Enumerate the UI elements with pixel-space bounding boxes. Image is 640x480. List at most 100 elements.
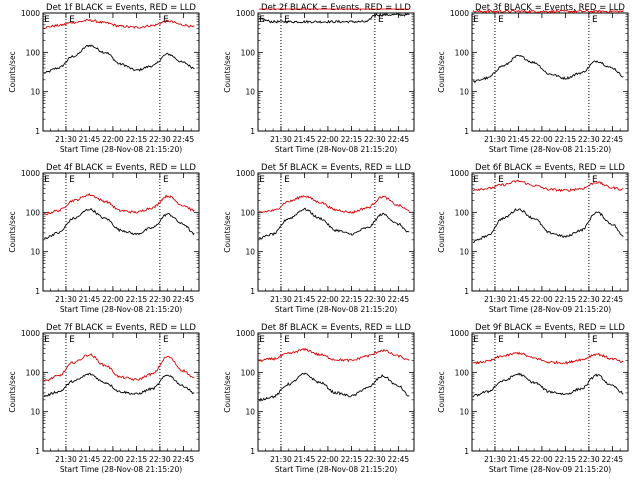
- x-tick-label: 21:30: [270, 135, 292, 144]
- series-line-events: [472, 54, 624, 84]
- chart-title: Det 6f BLACK = Events, RED = LLD: [475, 163, 625, 173]
- event-marker-label: E: [163, 175, 169, 185]
- x-tick-label: 22:00: [102, 135, 124, 144]
- x-axis-label: Start Time (28-Nov-08 21:15:20): [275, 305, 397, 314]
- event-marker-label: E: [592, 15, 598, 25]
- series-line-events: [472, 208, 624, 244]
- x-tick-label: 21:30: [55, 135, 77, 144]
- series-line-events: [258, 207, 410, 240]
- x-tick-label: 21:45: [294, 295, 316, 304]
- y-tick-label: 100: [26, 48, 41, 57]
- x-tick-label: 21:45: [79, 455, 101, 464]
- series-line-lld: [43, 192, 195, 216]
- x-axis-label: Start Time (28-Nov-08 21:15:20): [275, 465, 397, 474]
- x-tick-label: 21:30: [270, 455, 292, 464]
- event-marker-label-start: E: [473, 335, 479, 345]
- y-tick-label: 10: [245, 88, 255, 97]
- x-tick-label: 22:15: [126, 295, 148, 304]
- x-tick-label: 22:15: [341, 455, 363, 464]
- event-marker-label: E: [69, 15, 75, 25]
- x-tick-label: 22:45: [602, 295, 624, 304]
- x-tick-label: 22:30: [149, 135, 171, 144]
- x-tick-label: 22:15: [341, 135, 363, 144]
- event-marker-label: E: [378, 175, 384, 185]
- y-tick-label: 10: [459, 408, 469, 417]
- x-tick-label: 22:15: [341, 295, 363, 304]
- x-tick-label: 21:45: [79, 135, 101, 144]
- y-tick-label: 1000: [21, 329, 40, 338]
- x-tick-label: 21:30: [55, 295, 77, 304]
- plot-frame: [257, 332, 415, 452]
- x-tick-label: 22:00: [531, 135, 553, 144]
- series-line-lld: [43, 353, 195, 382]
- x-tick-label: 22:15: [126, 455, 148, 464]
- x-tick-label: 22:00: [531, 295, 553, 304]
- event-marker-label: E: [284, 335, 290, 345]
- chart-panel-2: Det 2f BLACK = Events, RED = LLD 1 10 100 10…: [223, 3, 415, 154]
- event-marker-label: E: [69, 335, 75, 345]
- series-line-lld: [472, 351, 624, 365]
- y-tick-label: 1000: [236, 329, 255, 338]
- y-tick-label: 1000: [450, 169, 469, 178]
- series-line-events: [43, 207, 195, 240]
- chart-title: Det 7f BLACK = Events, RED = LLD: [46, 323, 196, 333]
- y-tick-label: 100: [241, 208, 256, 217]
- chart-panel-6: Det 6f BLACK = Events, RED = LLD 1 10 100 10…: [437, 163, 629, 314]
- x-tick-label: 21:30: [484, 295, 506, 304]
- series-line-lld: [472, 9, 624, 14]
- x-tick-label: 22:45: [602, 135, 624, 144]
- series-line-events: [258, 372, 410, 402]
- event-marker-label-start: E: [259, 15, 265, 25]
- y-tick-label: 1: [464, 127, 469, 136]
- event-marker-label: E: [69, 175, 75, 185]
- x-axis-label: Start Time (28-Nov-08 21:15:20): [489, 145, 611, 154]
- x-axis-label: Start Time (28-Nov-08 21:15:20): [60, 305, 182, 314]
- y-tick-label: 1: [35, 447, 40, 456]
- chart-title: Det 4f BLACK = Events, RED = LLD: [46, 163, 196, 173]
- event-marker-label-start: E: [473, 15, 479, 25]
- y-tick-label: 100: [455, 48, 470, 57]
- event-marker-label-start: E: [44, 335, 50, 345]
- series-line-lld: [472, 179, 624, 193]
- y-tick-label: 10: [30, 88, 40, 97]
- y-tick-label: 1: [35, 127, 40, 136]
- y-axis-label: Counts/sec: [223, 211, 232, 252]
- series-line-events: [258, 12, 410, 24]
- x-tick-label: 21:45: [79, 295, 101, 304]
- y-axis-label: Counts/sec: [8, 51, 17, 92]
- x-tick-label: 22:45: [602, 455, 624, 464]
- plot-frame: [257, 12, 415, 132]
- x-tick-label: 22:30: [364, 135, 386, 144]
- chart-panel-5: Det 5f BLACK = Events, RED = LLD 1 10 100 10…: [223, 163, 415, 314]
- x-tick-label: 21:30: [270, 295, 292, 304]
- event-marker-label: E: [498, 15, 504, 25]
- x-tick-label: 21:30: [484, 455, 506, 464]
- chart-title: Det 1f BLACK = Events, RED = LLD: [46, 3, 196, 13]
- x-tick-label: 22:30: [149, 295, 171, 304]
- event-marker-label: E: [284, 175, 290, 185]
- event-marker-label-start: E: [473, 175, 479, 185]
- y-tick-label: 1000: [236, 169, 255, 178]
- x-tick-label: 21:45: [508, 455, 530, 464]
- y-tick-label: 10: [245, 408, 255, 417]
- x-tick-label: 21:45: [508, 295, 530, 304]
- chart-panel-8: Det 8f BLACK = Events, RED = LLD 1 10 100 10…: [223, 323, 415, 474]
- x-tick-label: 22:30: [149, 455, 171, 464]
- event-marker-label-start: E: [259, 335, 265, 345]
- series-line-lld: [258, 195, 410, 214]
- x-tick-label: 22:00: [317, 295, 339, 304]
- y-tick-label: 1: [250, 447, 255, 456]
- event-marker-label: E: [592, 335, 598, 345]
- x-tick-label: 22:00: [531, 455, 553, 464]
- chart-panel-7: Det 7f BLACK = Events, RED = LLD 1 10 100 10…: [8, 323, 200, 474]
- y-axis-label: Counts/sec: [8, 371, 17, 412]
- x-tick-label: 22:00: [317, 455, 339, 464]
- x-tick-label: 22:30: [578, 455, 600, 464]
- x-tick-label: 22:15: [555, 135, 577, 144]
- y-tick-label: 100: [26, 368, 41, 377]
- x-tick-label: 22:45: [173, 295, 195, 304]
- series-line-events: [472, 372, 624, 398]
- chart-title: Det 5f BLACK = Events, RED = LLD: [261, 163, 411, 173]
- y-tick-label: 1: [250, 127, 255, 136]
- y-tick-label: 100: [241, 368, 256, 377]
